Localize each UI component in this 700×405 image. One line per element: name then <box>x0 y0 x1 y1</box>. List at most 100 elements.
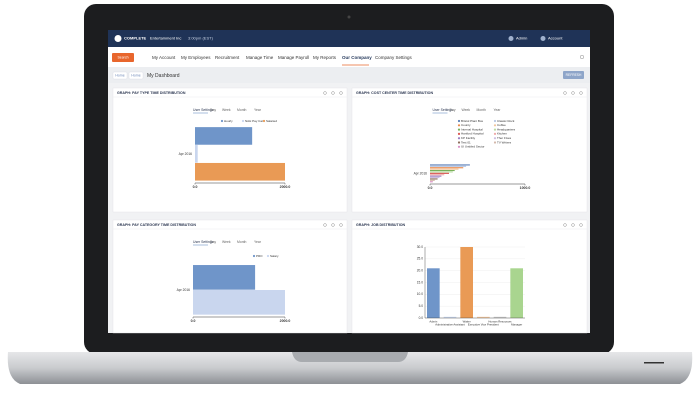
panel-icon[interactable] <box>339 91 343 95</box>
legend-swatch <box>457 124 461 127</box>
breadcrumb-item[interactable]: Home <box>115 73 124 77</box>
panel-icon[interactable] <box>339 223 343 227</box>
legend-swatch <box>241 119 245 123</box>
legend-swatch <box>457 141 461 144</box>
bar <box>193 265 256 290</box>
bar <box>193 290 285 315</box>
panel-title: GRAPH: PAY CATEGORY TIME DISTRIBUTION <box>117 223 196 227</box>
x-tick-label: Waiter <box>463 320 471 324</box>
nav-item[interactable]: Manage Time <box>246 55 274 60</box>
bar <box>430 168 459 170</box>
x-tick-label: 0.0 <box>193 185 198 189</box>
bar <box>430 169 455 172</box>
y-tick-label: 5.0 <box>419 304 424 308</box>
y-tick-label: Apr 2016 <box>179 152 193 156</box>
legend-swatch <box>457 137 461 140</box>
panel-title: GRAPH: PAY TYPE TIME DISTRIBUTION <box>117 91 186 95</box>
nav-bar <box>108 47 590 67</box>
tab[interactable]: User Settings <box>193 240 214 244</box>
bar <box>430 179 435 181</box>
panel-icon[interactable] <box>323 223 327 227</box>
legend-label: Test 01 <box>461 140 471 144</box>
tab[interactable]: Day <box>210 240 216 244</box>
legend-label: Bristol Plant Bos <box>461 119 484 123</box>
panel-icon[interactable] <box>579 91 583 95</box>
legend-label: NAH Pay Cat <box>245 119 263 123</box>
laptop-base <box>7 352 693 384</box>
nav-button[interactable] <box>112 53 134 62</box>
nav-item[interactable]: My Reports <box>313 55 337 60</box>
panel-icon[interactable] <box>579 223 583 227</box>
panel-icon[interactable] <box>323 91 327 95</box>
bar <box>430 167 464 169</box>
nav-item[interactable]: Our Company <box>342 55 372 60</box>
logo-icon <box>114 35 122 42</box>
tab[interactable]: Week <box>222 108 231 112</box>
legend-label: Coffee <box>497 123 506 127</box>
tab[interactable]: User Settings <box>433 108 454 112</box>
legend-label: Hartford Hospital <box>461 132 484 136</box>
logo: COMPLETE <box>124 36 147 41</box>
tab[interactable]: Year <box>254 108 262 112</box>
tab[interactable]: Week <box>222 240 231 244</box>
nav-item[interactable]: My Account <box>152 55 176 60</box>
y-tick-label: 0.0 <box>419 316 424 320</box>
nav-item[interactable]: Recruitment <box>215 55 240 60</box>
legend-label: Headquarters <box>497 127 516 131</box>
panel-icon[interactable] <box>571 91 575 95</box>
breadcrumb-chip[interactable] <box>112 71 128 80</box>
tab[interactable]: Week <box>462 108 471 112</box>
user-icon <box>508 36 514 41</box>
panel-icon[interactable] <box>563 91 567 95</box>
refresh-label[interactable]: REFRESH <box>566 73 582 77</box>
tab[interactable]: Year <box>494 108 502 112</box>
nav-item[interactable]: My Employees <box>181 55 211 60</box>
legend-label: Internal Hospital <box>461 127 483 131</box>
y-tick-label: 30.0 <box>417 245 423 249</box>
breadcrumb-chip[interactable] <box>128 71 144 80</box>
bar <box>430 171 453 173</box>
tab[interactable]: Day <box>210 108 216 112</box>
bar <box>443 316 457 318</box>
y-tick-label: Apr 2016 <box>414 171 428 175</box>
nav-item[interactable]: Manage Payroll <box>278 55 309 60</box>
panel-icon[interactable] <box>331 91 335 95</box>
account[interactable]: Account <box>548 36 563 41</box>
legend-label: Salary <box>270 254 279 258</box>
legend-swatch <box>493 137 497 140</box>
refresh-button[interactable] <box>563 71 584 79</box>
user[interactable]: Admin <box>516 36 527 41</box>
bar <box>430 172 449 174</box>
bar <box>493 316 507 318</box>
legend-swatch <box>266 254 270 258</box>
legend-label: UI Untitled Sector <box>461 145 485 149</box>
y-tick-label: 15.0 <box>417 280 423 284</box>
tab[interactable]: Month <box>237 108 247 112</box>
legend-swatch <box>457 128 461 131</box>
legend-label: Ther Fixes <box>497 136 512 140</box>
nav-button-label[interactable]: Search <box>117 55 128 59</box>
tab[interactable]: Month <box>237 240 247 244</box>
panel-icon[interactable] <box>571 223 575 227</box>
panel-title: GRAPH: JOB DISTRIBUTION <box>356 223 406 227</box>
tab[interactable]: Year <box>254 240 262 244</box>
breadcrumb-current: My Dashboard <box>147 73 180 79</box>
bar <box>430 165 467 167</box>
tab[interactable]: Month <box>477 108 487 112</box>
bar <box>510 268 523 318</box>
legend-swatch <box>457 145 461 148</box>
tab[interactable]: Day <box>450 108 456 112</box>
panel-icon[interactable] <box>563 223 567 227</box>
bar <box>430 177 440 179</box>
nav-item[interactable]: Company Settings <box>375 55 413 60</box>
y-tick-label: 20.0 <box>417 269 423 273</box>
company: Entertainment Inc <box>150 36 181 41</box>
panel-icon[interactable] <box>331 223 335 227</box>
breadcrumb-item[interactable]: Home <box>131 73 140 77</box>
x-tick-label: Admin <box>429 320 437 324</box>
x-tick-label: 1000.0 <box>520 186 531 190</box>
tab[interactable]: User Settings <box>193 108 214 112</box>
search-icon <box>579 54 585 60</box>
x-tick-label: 0.0 <box>428 186 433 190</box>
